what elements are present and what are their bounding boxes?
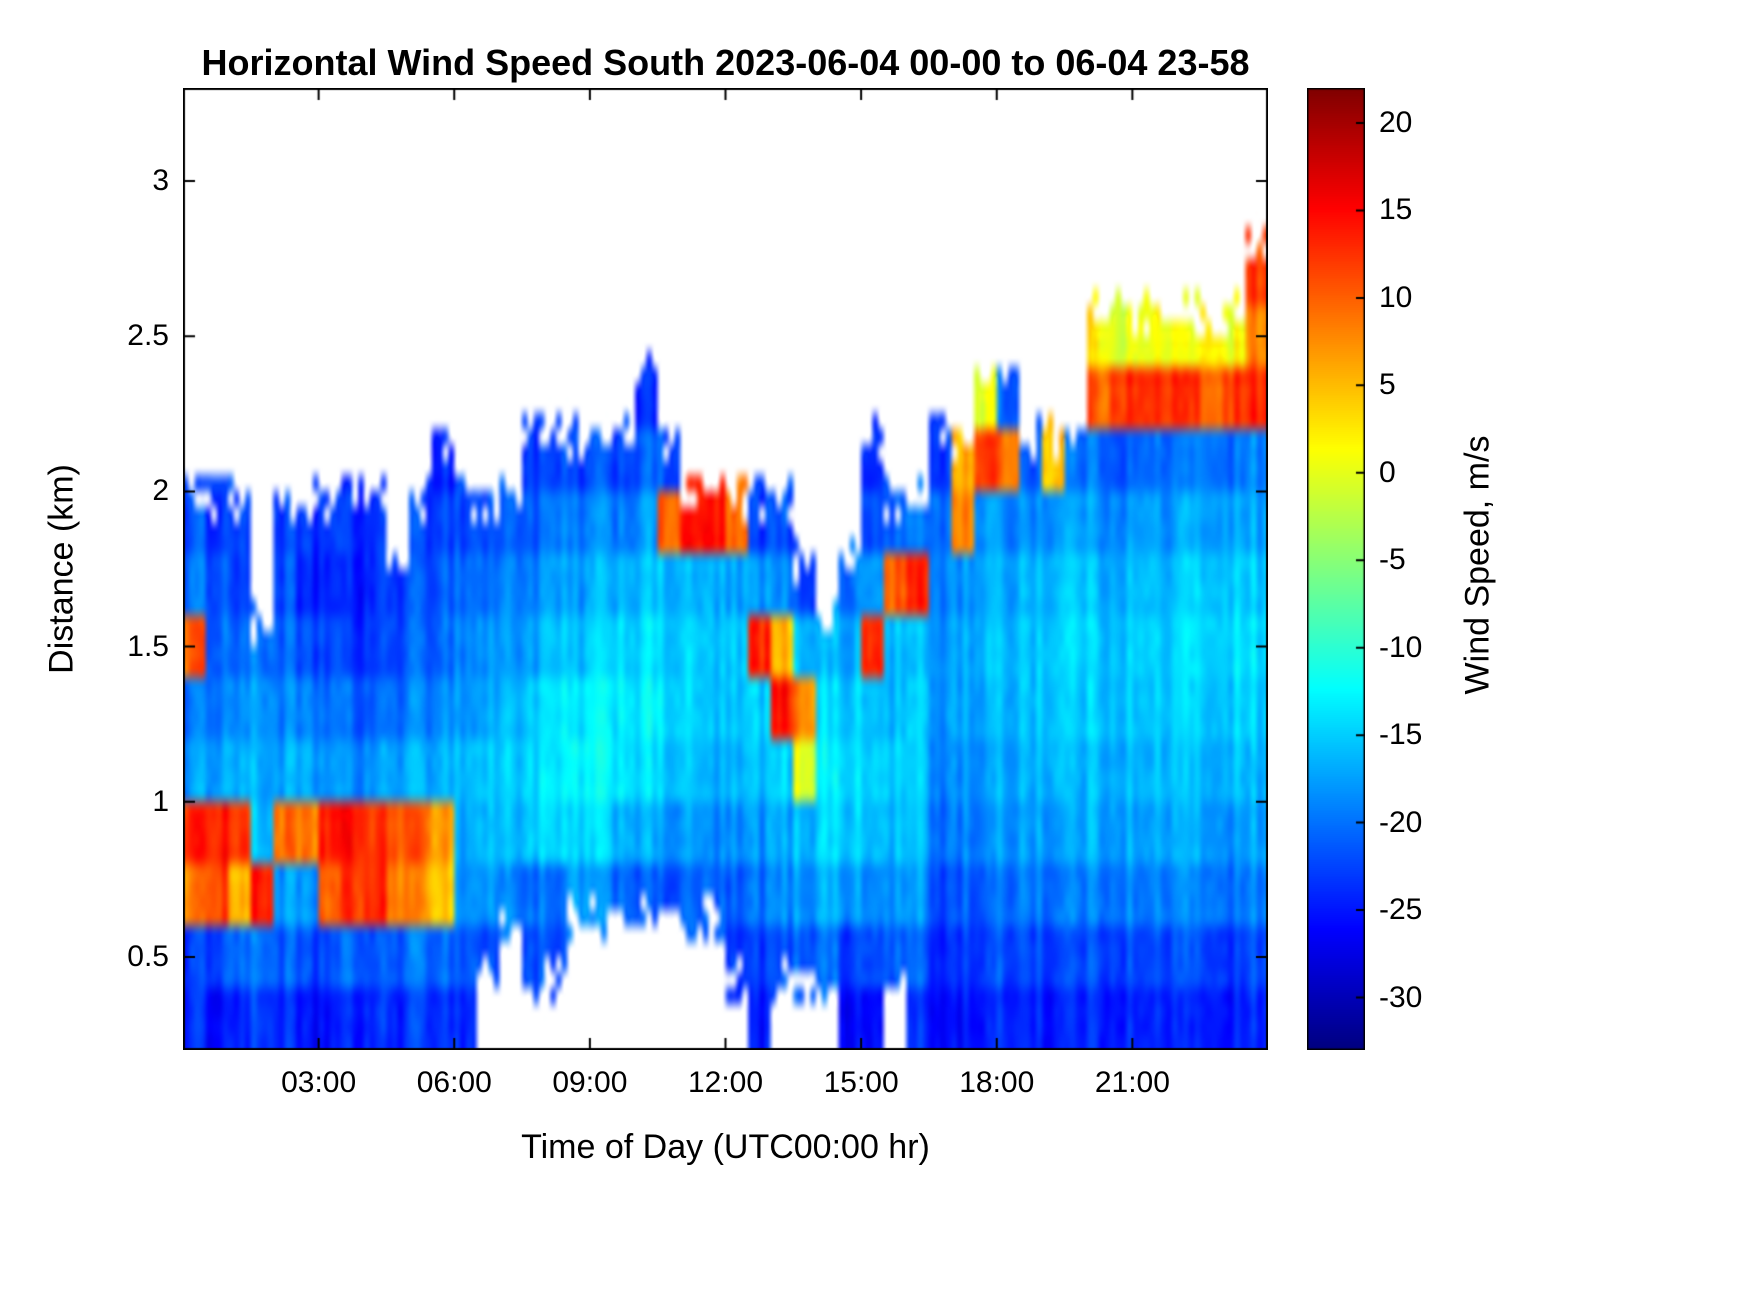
colorbar-tick-label: -30 <box>1379 980 1423 1014</box>
colorbar-canvas <box>1307 88 1365 1050</box>
colorbar-tick-label: -5 <box>1379 543 1406 577</box>
x-tick-label: 06:00 <box>416 1066 492 1099</box>
y-tick-label: 3 <box>152 164 169 198</box>
colorbar-tick-label: 5 <box>1379 368 1396 402</box>
x-tick-label: 03:00 <box>281 1066 357 1099</box>
chart-title: Horizontal Wind Speed South 2023-06-04 0… <box>201 42 1250 83</box>
x-tick-label: 21:00 <box>1094 1066 1170 1099</box>
colorbar-tick-label: 10 <box>1379 280 1413 314</box>
y-axis-label: Distance (km) <box>42 464 81 674</box>
heatmap-canvas <box>183 88 1268 1050</box>
colorbar-tick-label: 20 <box>1379 105 1413 139</box>
y-tick-label: 2.5 <box>127 319 169 353</box>
x-tick-label: 12:00 <box>687 1066 764 1099</box>
x-axis-label: Time of Day (UTC00:00 hr) <box>521 1128 930 1166</box>
colorbar-tick-label: 0 <box>1379 455 1396 489</box>
colorbar-tick-label: -10 <box>1379 630 1423 664</box>
colorbar-label: Wind Speed, m/s <box>1458 435 1497 695</box>
colorbar-tick-label: -25 <box>1379 893 1423 927</box>
y-tick-label: 1.5 <box>127 629 169 663</box>
plot-area <box>183 88 1268 1050</box>
colorbar-tick-label: -15 <box>1379 718 1423 752</box>
y-tick-label: 0.5 <box>127 939 169 973</box>
colorbar <box>1307 88 1365 1050</box>
x-tick-label: 15:00 <box>823 1066 899 1099</box>
y-tick-label: 1 <box>152 784 169 818</box>
colorbar-tick-label: 15 <box>1379 193 1413 227</box>
x-tick-label: 09:00 <box>552 1066 628 1099</box>
colorbar-tick-label: -20 <box>1379 805 1423 839</box>
y-tick-label: 2 <box>152 474 169 508</box>
x-tick-label: 18:00 <box>959 1066 1035 1099</box>
